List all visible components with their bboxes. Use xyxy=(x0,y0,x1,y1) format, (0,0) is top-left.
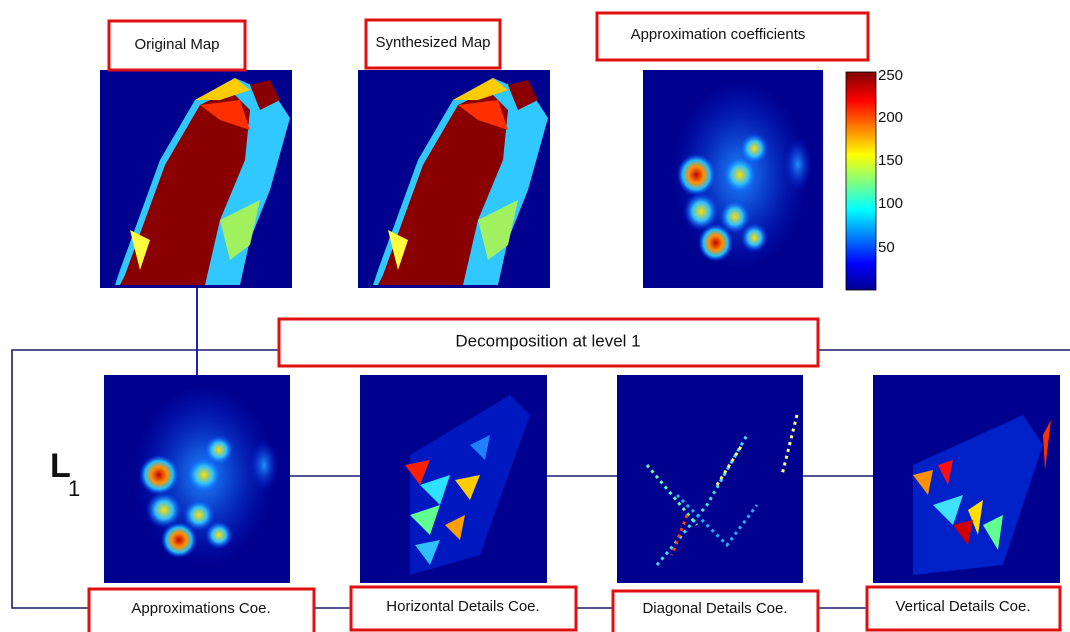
label: Original Map xyxy=(134,36,219,53)
horizontal-image xyxy=(360,375,547,583)
vertical-image xyxy=(873,375,1060,583)
label: Diagonal Details Coe. xyxy=(642,600,787,617)
label: Vertical Details Coe. xyxy=(895,598,1030,615)
colorbar xyxy=(846,72,876,290)
level-subscript: 1 xyxy=(68,476,80,501)
label: Approximations Coe. xyxy=(131,600,270,617)
figure: 250 200 150 100 50 Original Map Synthesi… xyxy=(0,0,1070,632)
approximations-image xyxy=(104,375,290,583)
label: Horizontal Details Coe. xyxy=(386,598,539,615)
diagonal-image xyxy=(617,375,803,583)
colorbar-tick: 200 xyxy=(878,109,903,126)
decomposition-title: Decomposition at level 1 xyxy=(455,331,640,350)
synthesized-map-image xyxy=(358,70,550,288)
original-map-image xyxy=(100,70,292,288)
approximation-image xyxy=(643,70,823,288)
colorbar-tick: 250 xyxy=(878,67,903,84)
colorbar-tick: 100 xyxy=(878,195,903,212)
colorbar-tick: 150 xyxy=(878,152,903,169)
label: Approximation coefficients xyxy=(631,26,806,43)
colorbar-tick: 50 xyxy=(878,239,895,256)
label: Synthesized Map xyxy=(375,34,490,51)
